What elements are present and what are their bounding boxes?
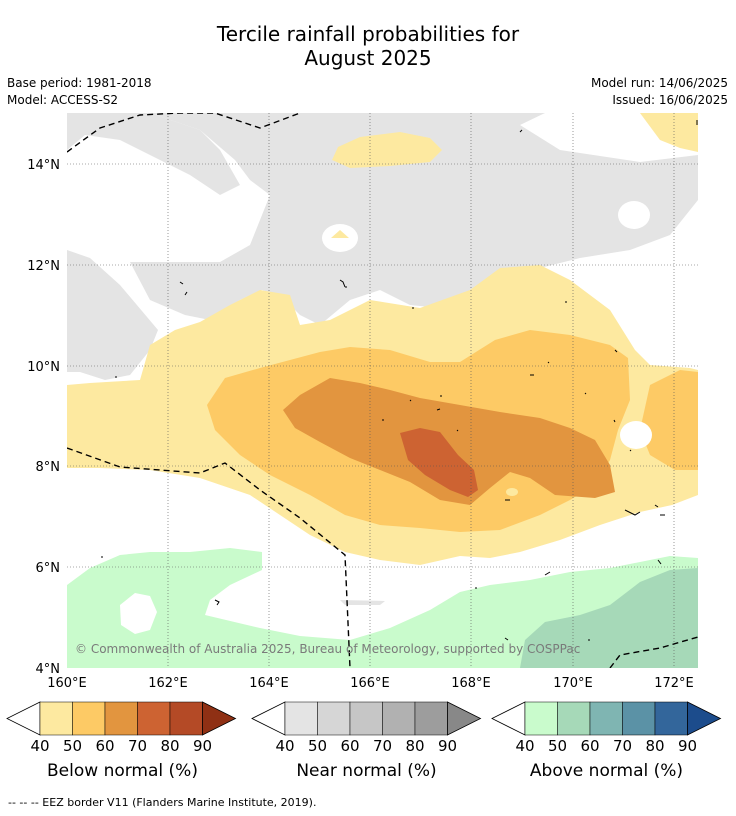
lat-label-4n: 4°N bbox=[36, 662, 61, 677]
colorbar-above-segment bbox=[654, 701, 688, 736]
colorbar-title-above: Above normal (%) bbox=[529, 761, 684, 781]
colorbar-above-tick: 70 bbox=[613, 737, 632, 755]
map-plot-area: © Commonwealth of Australia 2025, Bureau… bbox=[67, 113, 698, 668]
copyright-note: © Commonwealth of Australia 2025, Bureau… bbox=[75, 642, 580, 656]
near-normal-region-northwest bbox=[67, 113, 240, 195]
model-run: Model run: 14/06/2025 bbox=[590, 76, 728, 90]
colorbar-below-segment bbox=[137, 701, 171, 736]
below-normal-40-small bbox=[331, 230, 349, 238]
lon-label-160e: 160°E bbox=[47, 676, 87, 691]
map-hole-3 bbox=[620, 421, 652, 449]
map-title-line2: August 2025 bbox=[304, 46, 432, 70]
above-normal-50-region bbox=[520, 568, 698, 668]
model-name: Model: ACCESS-S2 bbox=[7, 93, 119, 107]
eez-border bbox=[67, 113, 698, 668]
lon-label-170e: 170°E bbox=[553, 676, 593, 691]
colorbar-above-segment bbox=[524, 701, 558, 736]
colorbar-below-tick: 70 bbox=[128, 737, 147, 755]
below-normal-60-region bbox=[283, 378, 615, 505]
eez-footer-note: -- -- -- EEZ border V11 (Flanders Marine… bbox=[8, 796, 317, 809]
colorbar-above-segment bbox=[557, 701, 591, 736]
near-normal-region-north bbox=[130, 113, 698, 325]
colorbar-below-segment bbox=[72, 701, 106, 736]
colorbar-group: 40 50 60 70 80 90 40 50 60 70 80 90 40 50 60 70 80 90 bbox=[6, 701, 722, 755]
colorbar-above-min-arrow bbox=[491, 701, 526, 736]
colorbar-title-below: Below normal (%) bbox=[47, 761, 198, 781]
lon-label-166e: 166°E bbox=[350, 676, 390, 691]
near-normal-patch-south2 bbox=[340, 600, 385, 605]
colorbar-near-segment bbox=[414, 701, 448, 736]
colorbar-near-tick: 60 bbox=[340, 737, 359, 755]
below-normal-40-top-patch bbox=[332, 132, 442, 168]
colorbar-title-near: Near normal (%) bbox=[296, 761, 437, 781]
colorbar-below-segment bbox=[39, 701, 73, 736]
colorbar-above-max-arrow bbox=[687, 701, 722, 736]
above-normal-40-hole bbox=[120, 593, 157, 634]
colorbar-above-segment bbox=[589, 701, 623, 736]
colorbar-below-tick: 80 bbox=[160, 737, 179, 755]
colorbar-above-tick: 50 bbox=[548, 737, 567, 755]
colorbar-below-min-arrow bbox=[6, 701, 41, 736]
colorbar-above-tick: 80 bbox=[645, 737, 664, 755]
lat-label-8n: 8°N bbox=[36, 460, 61, 475]
lon-label-164e: 164°E bbox=[249, 676, 289, 691]
colorbar-above-tick: 40 bbox=[515, 737, 534, 755]
colorbar-below-segment bbox=[104, 701, 138, 736]
lon-label-168e: 168°E bbox=[451, 676, 491, 691]
colorbar-below-max-arrow bbox=[202, 701, 237, 736]
map-hole-2 bbox=[618, 201, 650, 229]
colorbar-near-segment bbox=[349, 701, 383, 736]
colorbar-near-tick: 90 bbox=[438, 737, 457, 755]
colorbar-above-segment bbox=[622, 701, 656, 736]
colorbar-above-tick: 90 bbox=[678, 737, 697, 755]
base-period: Base period: 1981-2018 bbox=[7, 76, 152, 90]
colorbar-near-segment bbox=[382, 701, 416, 736]
colorbar-near-tick: 80 bbox=[405, 737, 424, 755]
colorbar-near-segment bbox=[284, 701, 318, 736]
map-hole-4 bbox=[506, 488, 518, 496]
lat-label-12n: 12°N bbox=[27, 259, 60, 274]
colorbar-near-tick: 40 bbox=[275, 737, 294, 755]
colorbar-near-min-arrow bbox=[251, 701, 286, 736]
lat-label-6n: 6°N bbox=[36, 561, 61, 576]
colorbar-below-tick: 40 bbox=[30, 737, 49, 755]
colorbar-below-tick: 60 bbox=[95, 737, 114, 755]
lon-label-162e: 162°E bbox=[148, 676, 188, 691]
colorbar-near-tick: 50 bbox=[308, 737, 327, 755]
islands bbox=[101, 120, 698, 641]
grid-lines bbox=[67, 113, 698, 668]
lat-label-14n: 14°N bbox=[27, 158, 60, 173]
colorbar-near-max-arrow bbox=[447, 701, 482, 736]
below-normal-70-region bbox=[400, 428, 478, 497]
colorbar-below-tick: 90 bbox=[193, 737, 212, 755]
lat-label-10n: 10°N bbox=[27, 360, 60, 375]
colorbar-near-tick: 70 bbox=[373, 737, 392, 755]
below-normal-50-east bbox=[640, 370, 698, 470]
near-normal-region-west bbox=[67, 250, 158, 380]
lon-label-172e: 172°E bbox=[654, 676, 694, 691]
issued-date: Issued: 16/06/2025 bbox=[612, 93, 728, 107]
lat-labels: 14°N 12°N 10°N 8°N 6°N 4°N bbox=[27, 158, 60, 677]
colorbar-above-tick: 60 bbox=[580, 737, 599, 755]
colorbar-below-segment bbox=[169, 701, 203, 736]
colorbar-below-tick: 50 bbox=[63, 737, 82, 755]
lon-labels: 160°E 162°E 164°E 166°E 168°E 170°E 172°… bbox=[47, 676, 694, 691]
below-normal-40-top-right bbox=[640, 113, 698, 152]
colorbar-near-segment bbox=[317, 701, 351, 736]
map-title-line1: Tercile rainfall probabilities for bbox=[216, 22, 520, 46]
